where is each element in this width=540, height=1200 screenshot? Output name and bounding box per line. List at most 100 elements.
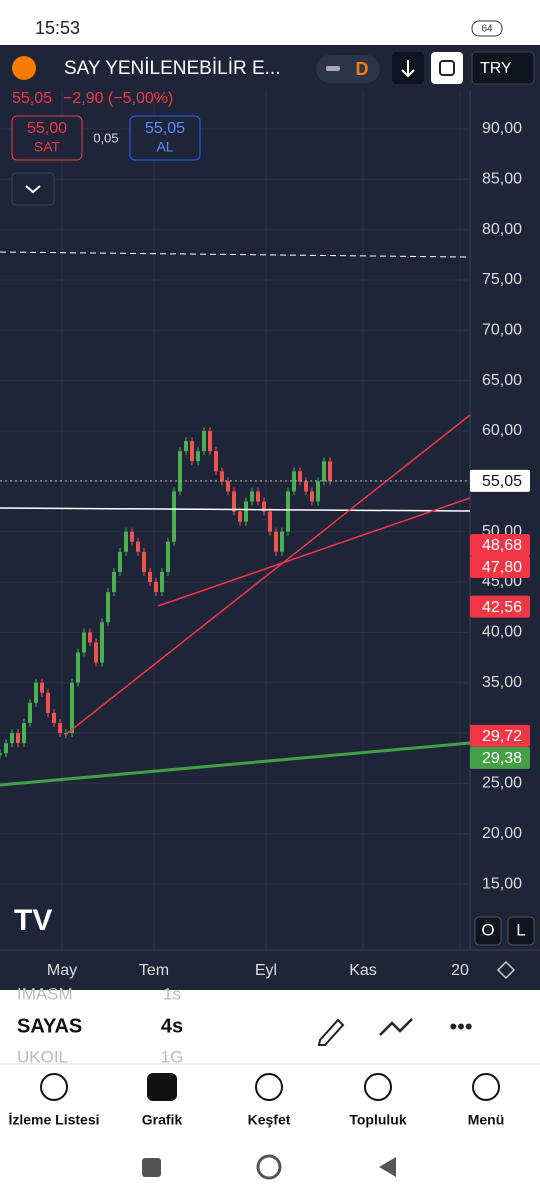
price-tag-label: 55,05 (482, 473, 522, 490)
chevron (25, 185, 41, 194)
nav-label[interactable]: Keşfet (248, 1112, 291, 1128)
price-tag (470, 555, 530, 578)
interval-toggle[interactable] (316, 55, 380, 83)
watch-interval[interactable]: 4s (161, 1015, 183, 1037)
y-tick-label: 35,00 (482, 674, 522, 691)
x-tick-label: Eyl (255, 962, 277, 979)
candle (10, 733, 14, 744)
candle (28, 702, 32, 723)
spread: 0,05 (93, 130, 118, 145)
last-price: 55,05 (12, 90, 52, 107)
x-tick-label: 20 (451, 962, 469, 979)
price-tag (470, 533, 530, 556)
price-change: −2,90 (−5,00%) (63, 90, 173, 107)
y-tick-label: 75,00 (482, 271, 522, 288)
candle (124, 531, 128, 552)
dashed-level (0, 251, 467, 258)
watch-symbol[interactable]: IMASM (17, 984, 73, 1003)
y-tick-label: 40,00 (482, 624, 522, 641)
candle (244, 501, 248, 522)
status-bar (0, 0, 540, 45)
indicator-icon[interactable] (379, 1018, 413, 1036)
candle (268, 511, 272, 532)
scale-button[interactable] (474, 916, 502, 946)
y-tick-label: 65,00 (482, 372, 522, 389)
back-button[interactable] (379, 1157, 396, 1177)
price-tag (470, 595, 530, 618)
watch-symbol[interactable]: UKOIL (17, 1047, 68, 1066)
nav-label[interactable]: Menü (468, 1112, 505, 1128)
sell-label: SAT (34, 139, 61, 155)
candle (70, 682, 74, 734)
candle (46, 692, 50, 713)
candle (208, 431, 212, 452)
candle (310, 491, 314, 502)
watchlist-strip (0, 990, 540, 1062)
watch-interval[interactable]: 1s (163, 984, 181, 1003)
system-nav (0, 1138, 540, 1200)
candle (292, 471, 296, 492)
nav-label[interactable]: İzleme Listesi (8, 1112, 99, 1128)
more-icon[interactable]: ••• (449, 1014, 472, 1039)
price-tag-label: 42,56 (482, 599, 522, 616)
candle (130, 531, 134, 542)
x-tick-label: May (47, 962, 77, 979)
watch-interval[interactable]: 1G (161, 1047, 184, 1066)
settings-icon[interactable] (496, 960, 516, 980)
nav-label[interactable]: Topluluk (349, 1112, 406, 1128)
currency: TRY (480, 60, 512, 77)
symbol-name[interactable]: SAY YENİLENEBİLİR E... (64, 58, 281, 79)
y-tick-label: 25,00 (482, 775, 522, 792)
candle (118, 551, 122, 572)
candle (328, 461, 332, 481)
price-tag (470, 724, 530, 747)
candle (16, 733, 20, 744)
y-tick-label: 70,00 (482, 322, 522, 339)
candle (166, 541, 170, 572)
candle (286, 491, 290, 532)
recent-button[interactable] (142, 1158, 161, 1177)
candle (154, 582, 158, 593)
interval-badge[interactable]: D (356, 59, 369, 79)
nav-icon (364, 1073, 392, 1101)
draw-icon[interactable] (317, 1018, 345, 1046)
trend-line (64, 414, 471, 736)
nav-icon (255, 1073, 283, 1101)
nav-label[interactable]: Grafik (142, 1112, 183, 1128)
candle (4, 743, 8, 754)
layout-icon (439, 60, 455, 76)
sell-button[interactable] (11, 115, 83, 161)
candle (172, 491, 176, 542)
candle (220, 471, 224, 482)
currency-select[interactable] (471, 51, 535, 85)
candle (184, 441, 188, 452)
home-button[interactable] (256, 1154, 282, 1180)
candle (178, 451, 182, 492)
nav-icon (40, 1073, 68, 1101)
x-tick-label: Kas (349, 962, 377, 979)
candle (106, 592, 110, 623)
candle (112, 571, 116, 593)
candle (226, 481, 230, 492)
symbol-logo (12, 56, 36, 80)
price-tag-label: 29,72 (482, 728, 522, 745)
candle (232, 491, 236, 512)
price-tag (470, 746, 530, 769)
price-tag (470, 469, 530, 492)
candle (136, 541, 140, 552)
candle (202, 431, 206, 452)
buy-button[interactable] (129, 115, 201, 161)
battery-level: 64 (481, 24, 493, 35)
candle (238, 511, 242, 522)
watch-symbol[interactable]: SAYAS (17, 1015, 82, 1037)
candle (322, 461, 326, 482)
expand-button[interactable] (11, 172, 55, 206)
support-line (0, 741, 471, 787)
candle (256, 491, 260, 502)
scale-button[interactable] (507, 916, 535, 946)
layout-button[interactable] (431, 52, 463, 84)
y-tick-label: 85,00 (482, 171, 522, 188)
candle (214, 451, 218, 472)
